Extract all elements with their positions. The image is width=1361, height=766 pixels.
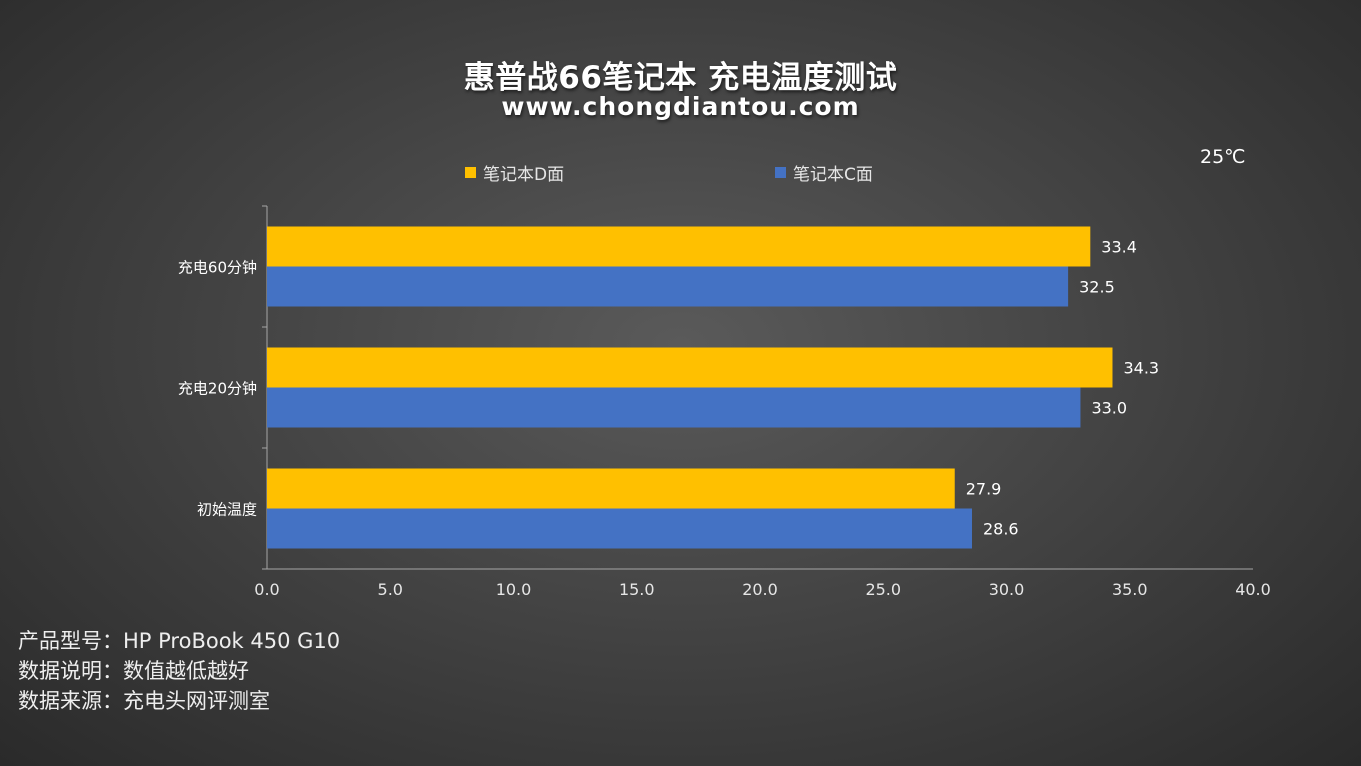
data-label-d: 33.4 — [1101, 238, 1137, 257]
data-label-c: 32.5 — [1079, 278, 1115, 297]
category-label: 初始温度 — [197, 501, 257, 519]
legend-label-d: 笔记本D面 — [483, 165, 565, 185]
legend-label-c: 笔记本C面 — [793, 165, 873, 185]
chart-title: 惠普战66笔记本 充电温度测试 — [463, 60, 898, 96]
x-tick-label: 10.0 — [496, 580, 532, 599]
category-label: 充电60分钟 — [178, 259, 257, 277]
data-label-d: 27.9 — [966, 480, 1002, 499]
x-tick-label: 5.0 — [378, 580, 403, 599]
footer-product-model: 产品型号：HP ProBook 450 G10 — [18, 629, 341, 653]
bar-d — [267, 468, 955, 509]
category-label: 充电20分钟 — [178, 380, 257, 398]
x-tick-label: 20.0 — [742, 580, 778, 599]
bar-c — [267, 266, 1069, 307]
bar-d — [267, 347, 1113, 388]
data-label-c: 33.0 — [1091, 399, 1127, 418]
x-tick-label: 35.0 — [1112, 580, 1148, 599]
legend-item-c: 笔记本C面 — [775, 160, 873, 185]
chart-subtitle: www.chongdiantou.com — [501, 92, 860, 121]
x-tick-label: 0.0 — [254, 580, 279, 599]
footer-data-note: 数据说明：数值越低越好 — [18, 659, 249, 683]
legend-swatch-c — [775, 167, 786, 178]
x-tick-label: 15.0 — [619, 580, 655, 599]
legend-swatch-d — [465, 167, 476, 178]
footer-data-source: 数据来源：充电头网评测室 — [18, 689, 270, 713]
bar-c — [267, 387, 1081, 428]
ambient-temperature: 25℃ — [1200, 146, 1246, 168]
x-tick-label: 30.0 — [989, 580, 1025, 599]
data-label-d: 34.3 — [1123, 359, 1159, 378]
bar-d — [267, 226, 1091, 267]
bar-c — [267, 508, 972, 549]
data-label-c: 28.6 — [983, 520, 1019, 539]
x-tick-label: 40.0 — [1235, 580, 1271, 599]
x-tick-label: 25.0 — [865, 580, 901, 599]
legend-item-d: 笔记本D面 — [465, 160, 564, 185]
